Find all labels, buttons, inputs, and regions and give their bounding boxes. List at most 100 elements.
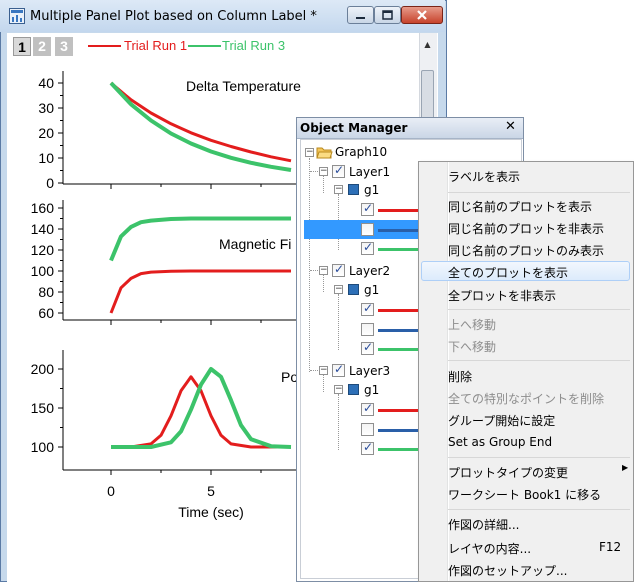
submenu-arrow-icon: ▶ (622, 463, 629, 472)
plot-checkbox[interactable] (361, 223, 374, 236)
object-manager-titlebar[interactable] (297, 118, 523, 139)
legend-label-trial-run-1: Trial Run 1 (124, 38, 188, 53)
collapse-graph-icon[interactable]: − (305, 147, 314, 157)
menu-item-plot-setup[interactable]: 作図のセットアップ... (448, 564, 568, 578)
tree-layer2-label[interactable]: Layer2 (349, 264, 391, 278)
menu-item-move-up[interactable]: 上へ移動 (448, 318, 497, 332)
tree-guide (310, 270, 320, 271)
layer-tab-2[interactable]: 2 (33, 37, 51, 56)
panel-title: Delta Temperature (186, 78, 301, 94)
minimize-icon (356, 17, 365, 19)
plot-checkbox[interactable] (361, 301, 374, 316)
tree-layer1-label[interactable]: Layer1 (349, 165, 391, 179)
series-line-trial-run-1 (109, 269, 291, 314)
menu-item-show-same-name[interactable]: 同じ名前のプロットを表示 (448, 200, 593, 214)
legend-swatch-trial-run-1 (88, 45, 121, 47)
menu-item-hide-all-plots[interactable]: 全プロットを非表示 (448, 289, 557, 303)
plot-line-green[interactable] (378, 348, 420, 351)
plot-line-green[interactable] (378, 248, 420, 251)
menu-item-change-plot-type[interactable]: プロットタイプの変更 (448, 466, 569, 480)
menu-item-move-down[interactable]: 下へ移動 (448, 340, 497, 354)
menu-separator (448, 509, 630, 510)
plot-checkbox[interactable] (361, 401, 374, 416)
menu-item-delete-special-points[interactable]: 全ての特別なポイントを削除 (448, 392, 605, 406)
collapse-group-icon[interactable]: − (334, 184, 343, 194)
layer2-checkbox[interactable] (332, 262, 345, 277)
menu-item-layer-contents[interactable]: レイヤの内容... (448, 542, 532, 556)
tree-layer3-label[interactable]: Layer3 (349, 364, 391, 378)
origin-graph-icon (9, 8, 25, 24)
panel-title: Po (281, 369, 298, 385)
layer-tab-1[interactable]: 1 (13, 37, 31, 56)
plot-checkbox[interactable] (361, 240, 374, 255)
minimize-button[interactable] (347, 6, 374, 24)
menu-item-delete[interactable]: 削除 (448, 370, 473, 384)
collapse-group-icon[interactable]: − (334, 384, 343, 394)
tree-group-label[interactable]: g1 (364, 383, 380, 397)
tree-guide (310, 171, 320, 172)
x-axis-label: Time (sec) (178, 504, 244, 520)
menu-item-goto-worksheet[interactable]: ワークシート Book1 に移る (448, 488, 602, 502)
y-tick-label: 20 (38, 125, 54, 141)
menu-item-set-group-begin[interactable]: グループ開始に設定 (448, 414, 556, 428)
y-tick-label: 200 (31, 361, 55, 377)
y-tick-label: 160 (31, 200, 55, 216)
menu-shortcut-f12: F12 (599, 540, 622, 554)
group-icon (348, 384, 359, 395)
y-tick-label: 10 (38, 150, 54, 166)
legend-swatch-trial-run-3 (188, 45, 221, 47)
series-line-trial-run-3 (111, 367, 292, 449)
close-button[interactable] (401, 6, 443, 24)
plot-checkbox[interactable] (361, 440, 374, 455)
y-tick-label: 100 (31, 439, 55, 455)
menu-item-set-group-end[interactable]: Set as Group End (448, 435, 553, 449)
collapse-group-icon[interactable]: − (334, 284, 343, 294)
scroll-up-arrow-icon[interactable]: ▲ (424, 40, 431, 49)
plot-checkbox[interactable] (361, 201, 374, 216)
plot-line-red[interactable] (378, 309, 420, 312)
plot-line-red[interactable] (378, 209, 420, 212)
collapse-layer1-icon[interactable]: − (319, 166, 328, 176)
collapse-layer3-icon[interactable]: − (319, 365, 328, 375)
plot-line-blue[interactable] (378, 429, 420, 432)
menu-item-show-all-plots[interactable]: 全てのプロットを表示 (448, 266, 569, 280)
y-tick-label: 0 (46, 175, 54, 191)
collapse-layer2-icon[interactable]: − (319, 265, 328, 275)
object-manager-close-icon[interactable]: ✕ (505, 119, 516, 134)
x-tick-label: 5 (207, 483, 215, 499)
menu-separator (448, 360, 630, 361)
tree-guide (309, 158, 310, 372)
window-title: Multiple Panel Plot based on Column Labe… (30, 9, 317, 24)
plot-line-green[interactable] (378, 448, 420, 451)
panel-title: Magnetic Fi (219, 236, 291, 252)
object-manager-title: Object Manager (300, 121, 408, 135)
layer1-checkbox[interactable] (332, 163, 345, 178)
tree-group-label[interactable]: g1 (364, 283, 380, 297)
tree-graph-label[interactable]: Graph10 (335, 145, 388, 159)
plot-checkbox[interactable] (361, 323, 374, 336)
plot-line-blue[interactable] (378, 229, 420, 232)
menu-separator (448, 457, 630, 458)
y-tick-label: 100 (31, 263, 55, 279)
menu-item-hide-same-name[interactable]: 同じ名前のプロットを非表示 (448, 222, 605, 236)
menu-item-show-only-same-name[interactable]: 同じ名前のプロットのみ表示 (448, 244, 605, 258)
plot-checkbox[interactable] (361, 340, 374, 355)
plot-line-blue[interactable] (378, 329, 420, 332)
plot-checkbox[interactable] (361, 423, 374, 436)
menu-item-plot-details[interactable]: 作図の詳細... (448, 518, 520, 532)
plot-line-red[interactable] (378, 409, 420, 412)
layer-tab-3[interactable]: 3 (55, 37, 73, 56)
layer3-checkbox[interactable] (332, 362, 345, 377)
series-line-trial-run-3 (109, 216, 291, 262)
tree-guide (323, 375, 324, 392)
maximize-button[interactable] (374, 6, 401, 24)
group-icon (348, 184, 359, 195)
menu-item-show-label[interactable]: ラベルを表示 (448, 170, 521, 184)
tree-guide (338, 294, 339, 350)
y-tick-label: 120 (31, 242, 55, 258)
tree-guide (323, 176, 324, 193)
series-line-trial-run-3 (109, 81, 292, 172)
tree-group-label[interactable]: g1 (364, 183, 380, 197)
series-line-trial-run-1 (111, 375, 291, 449)
